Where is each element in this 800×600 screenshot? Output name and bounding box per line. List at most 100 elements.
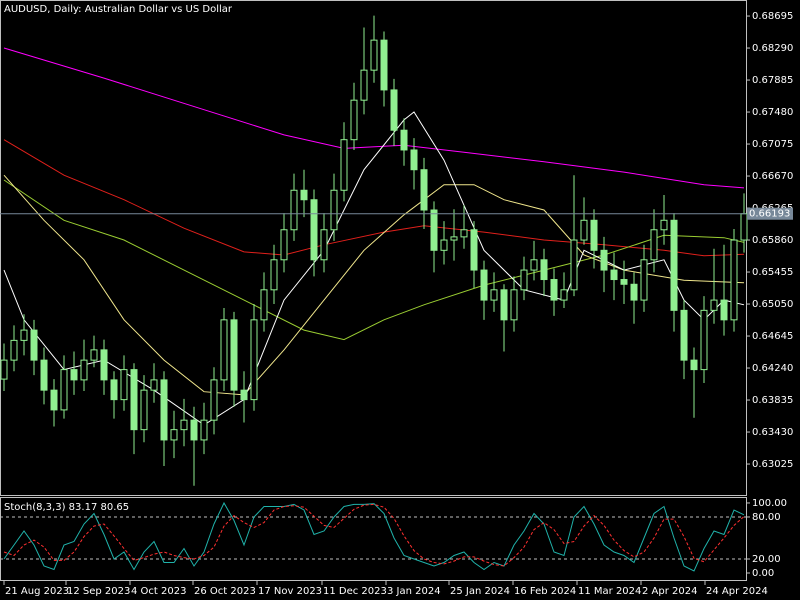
candle-body	[500, 289, 508, 321]
candle-body	[580, 219, 588, 241]
candle-body	[140, 389, 148, 431]
y-tick-label: 0.65050	[752, 299, 793, 310]
current-price-label: 0.66193	[749, 209, 790, 220]
candle-body	[610, 269, 618, 281]
moving-average-line	[3, 179, 745, 341]
x-tick-label: 16 Feb 2024	[514, 586, 576, 597]
candle-body	[640, 259, 648, 301]
x-tick-label: 2 Apr 2024	[642, 586, 697, 597]
candle-body	[160, 379, 168, 441]
candle-body	[690, 359, 698, 371]
candle-body	[240, 389, 248, 401]
candle-body	[90, 349, 98, 361]
candle-body	[180, 419, 188, 431]
stoch-title: Stoch(8,3,3)	[4, 502, 66, 513]
candle-body	[680, 309, 688, 361]
candle-body	[450, 236, 458, 241]
candle-body	[650, 229, 658, 261]
y-tick-label: 0.67480	[752, 107, 793, 118]
candle-body	[250, 319, 258, 401]
y-tick-label: 20.00	[752, 554, 781, 565]
y-tick-label: 0.63835	[752, 395, 793, 406]
candle-body	[720, 299, 728, 321]
candle-body	[400, 129, 408, 151]
candle-body	[370, 39, 378, 71]
candle-body	[130, 369, 138, 431]
candle-body	[740, 213, 748, 241]
candle-body	[290, 189, 298, 231]
candle-body	[550, 279, 558, 301]
stoch-signal-value: 80.65	[101, 502, 130, 513]
candle-body	[480, 269, 488, 301]
y-tick-label: 0.63025	[752, 459, 793, 470]
stoch-main-value: 83.17	[69, 502, 98, 513]
candle-body	[710, 299, 718, 311]
y-tick-label: 0.64240	[752, 363, 793, 374]
candle-body	[120, 369, 128, 401]
candle-body	[70, 369, 78, 381]
candle-body	[300, 189, 308, 201]
candle-body	[530, 259, 538, 271]
candle-body	[340, 139, 348, 191]
x-tick-label: 12 Sep 2023	[67, 586, 130, 597]
candle-body	[80, 359, 88, 381]
candle-body	[510, 289, 518, 321]
candle-body	[670, 219, 678, 311]
y-tick-label: 100.00	[752, 498, 787, 509]
candle-body	[0, 359, 8, 380]
candle-body	[170, 429, 178, 441]
candle-body	[260, 289, 268, 321]
candle-body	[100, 349, 108, 381]
main-frame	[0, 0, 747, 496]
candle-body	[30, 329, 38, 361]
x-tick-label: 24 Apr 2024	[706, 586, 768, 597]
chart-title: AUDUSD, Daily: Australian Dollar vs US D…	[4, 4, 233, 15]
y-tick-label: 0.67885	[752, 75, 793, 86]
candle-body	[10, 339, 18, 361]
candle-body	[490, 289, 498, 301]
y-tick-label: 0.68290	[752, 43, 793, 54]
x-tick-label: 11 Dec 2023	[323, 586, 387, 597]
y-tick-label: 0.65455	[752, 267, 793, 278]
x-tick-label: 17 Nov 2023	[258, 586, 322, 597]
y-tick-label: 0.00	[752, 568, 774, 579]
candle-body	[60, 369, 68, 411]
candle-body	[110, 379, 118, 401]
candle-body	[320, 229, 328, 261]
stoch-line	[3, 503, 745, 567]
current-price-box	[747, 207, 793, 220]
x-tick-label: 11 Mar 2024	[578, 586, 641, 597]
candle-body	[210, 379, 218, 421]
x-tick-label: 4 Oct 2023	[131, 586, 186, 597]
candle-body	[150, 379, 158, 391]
candle-body	[460, 229, 468, 238]
y-tick-label: 0.68695	[752, 11, 793, 22]
candle-body	[600, 249, 608, 271]
stoch-frame	[0, 497, 747, 581]
y-tick-label: 0.64645	[752, 331, 793, 342]
y-tick-label: 0.63430	[752, 427, 793, 438]
x-tick-label: 26 Oct 2023	[194, 586, 256, 597]
candle-body	[540, 259, 548, 281]
candle-body	[630, 283, 638, 301]
candle-body	[390, 89, 398, 131]
x-tick-label: 3 Jan 2024	[387, 586, 441, 597]
candle-body	[700, 309, 708, 371]
candle-body	[570, 239, 578, 291]
y-tick-label: 0.65860	[752, 235, 793, 246]
y-tick-label: 0.67075	[752, 139, 793, 150]
candle-body	[50, 389, 58, 411]
candle-body	[440, 239, 448, 251]
candle-body	[730, 239, 738, 321]
candle-body	[280, 229, 288, 261]
candle-body	[200, 419, 208, 441]
candle-body	[560, 289, 568, 301]
candle-body	[330, 189, 338, 231]
candle-body	[420, 169, 428, 211]
candle-body	[380, 39, 388, 91]
x-tick-label: 21 Aug 2023	[5, 586, 69, 597]
candle-body	[310, 199, 318, 261]
y-tick-label: 0.66670	[752, 171, 793, 182]
candle-body	[350, 99, 358, 141]
candle-body	[410, 149, 418, 171]
